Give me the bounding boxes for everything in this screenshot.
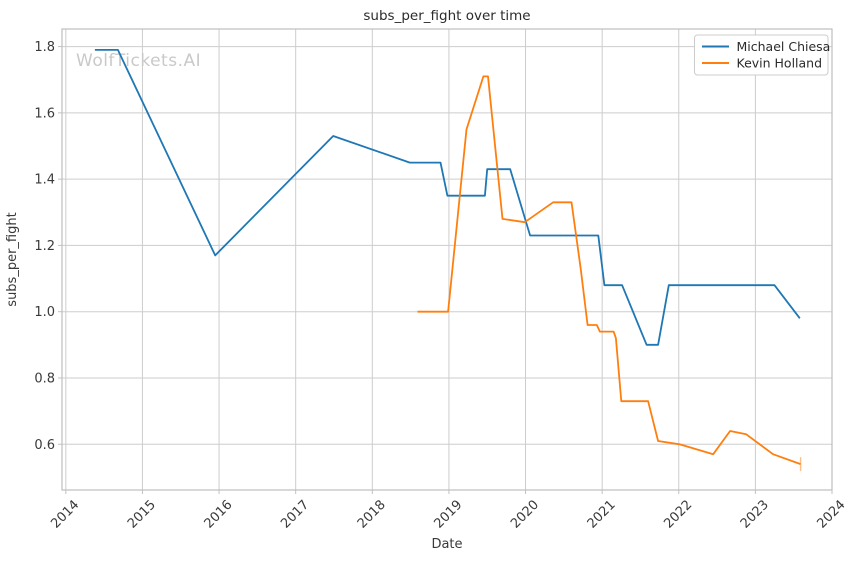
x-tick-label-2016: 2016 [202, 498, 236, 532]
y-tick-label-0.8: 0.8 [34, 371, 55, 386]
axis-tick-marks [58, 46, 833, 494]
x-tick-label-2022: 2022 [661, 498, 695, 532]
legend: Michael Chiesa Kevin Holland [694, 34, 831, 76]
x-tick-label-2018: 2018 [355, 498, 389, 532]
x-tick-label-2023: 2023 [738, 498, 772, 532]
y-tick-label-1.4: 1.4 [34, 173, 55, 188]
x-tick-label-2020: 2020 [508, 498, 542, 532]
grid-lines [62, 29, 833, 490]
x-tick-label-2015: 2015 [125, 498, 159, 532]
x-tick-label-2014: 2014 [48, 498, 82, 532]
y-tick-label-1.2: 1.2 [34, 239, 55, 254]
x-axis-label: Date [431, 537, 462, 552]
x-tick-label-2024: 2024 [815, 498, 849, 532]
plot-border [61, 28, 833, 491]
legend-label-kevin-holland: Kevin Holland [737, 56, 823, 71]
y-tick-label-1.6: 1.6 [34, 106, 55, 121]
series-line-kevin-holland [417, 75, 801, 465]
data-series [94, 49, 802, 472]
series-line-michael-chiesa [94, 49, 801, 346]
legend-box [694, 34, 829, 76]
y-tick-label-1.8: 1.8 [34, 40, 55, 55]
x-tick-label-2021: 2021 [585, 498, 619, 532]
chart-title: subs_per_fight over time [363, 8, 530, 24]
x-tick-label-2017: 2017 [278, 498, 312, 532]
x-tick-label-2019: 2019 [431, 498, 465, 532]
legend-label-michael-chiesa: Michael Chiesa [737, 39, 831, 54]
y-axis-label: subs_per_fight [5, 212, 20, 306]
watermark: WolfTickets.AI [76, 51, 201, 71]
y-tick-label-0.6: 0.6 [34, 438, 55, 453]
y-tick-label-1: 1.0 [34, 305, 55, 320]
